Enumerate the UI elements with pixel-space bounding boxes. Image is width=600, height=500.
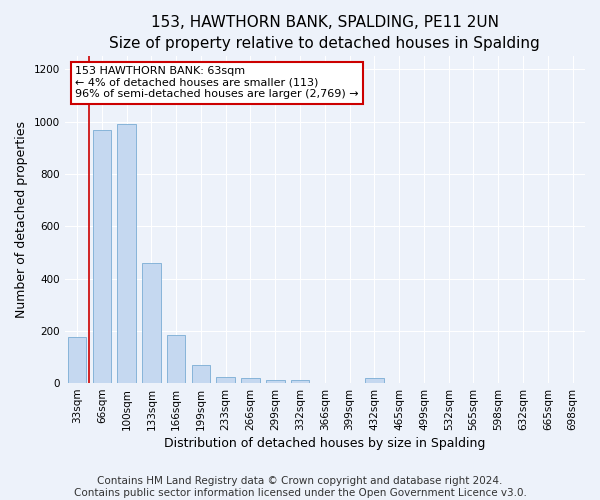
Title: 153, HAWTHORN BANK, SPALDING, PE11 2UN
Size of property relative to detached hou: 153, HAWTHORN BANK, SPALDING, PE11 2UN S…	[109, 15, 540, 51]
Text: 153 HAWTHORN BANK: 63sqm
← 4% of detached houses are smaller (113)
96% of semi-d: 153 HAWTHORN BANK: 63sqm ← 4% of detache…	[75, 66, 359, 100]
Bar	[142, 263, 161, 383]
Bar	[68, 338, 86, 383]
Y-axis label: Number of detached properties: Number of detached properties	[15, 121, 28, 318]
Bar	[92, 130, 111, 383]
Bar	[266, 380, 284, 383]
Text: Contains HM Land Registry data © Crown copyright and database right 2024.
Contai: Contains HM Land Registry data © Crown c…	[74, 476, 526, 498]
Bar	[191, 365, 210, 383]
Bar	[118, 124, 136, 383]
Bar	[167, 334, 185, 383]
X-axis label: Distribution of detached houses by size in Spalding: Distribution of detached houses by size …	[164, 437, 485, 450]
Bar	[365, 378, 383, 383]
Bar	[241, 378, 260, 383]
Bar	[291, 380, 310, 383]
Bar	[217, 376, 235, 383]
